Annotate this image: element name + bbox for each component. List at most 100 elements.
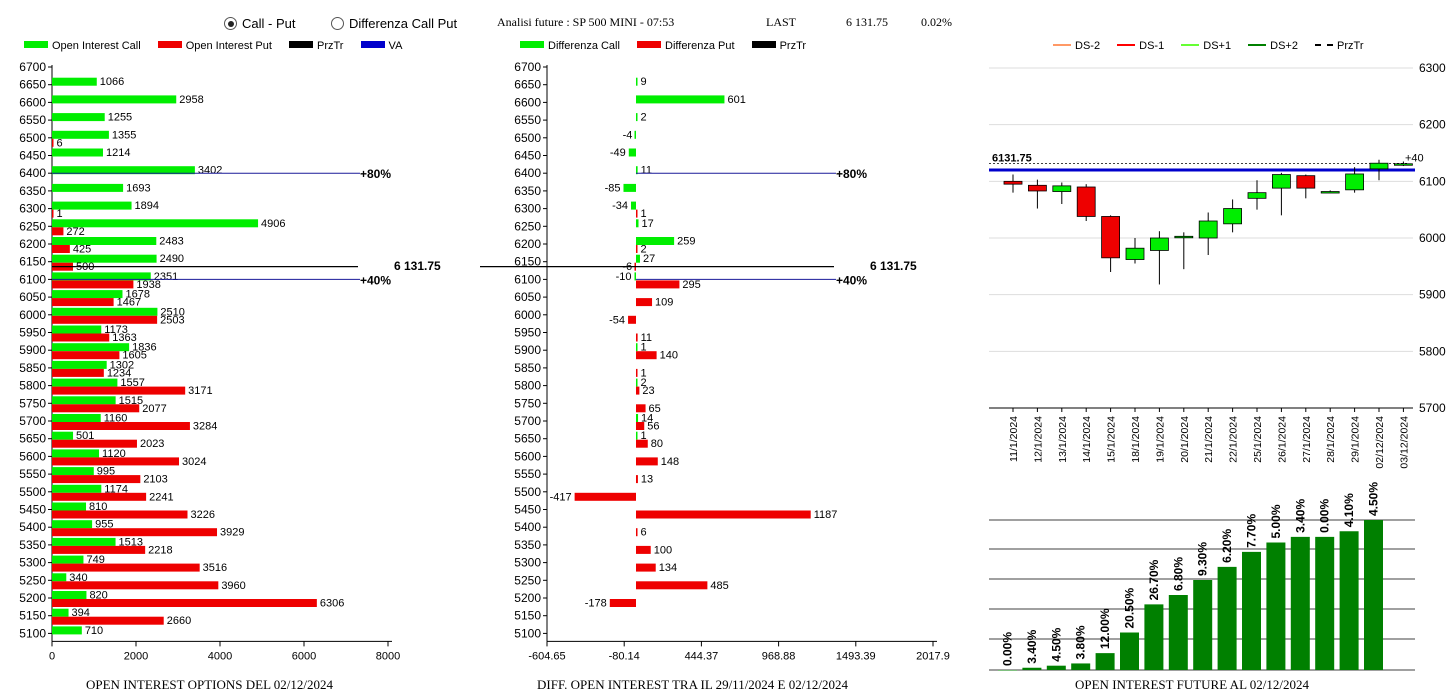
bar-value-label: 1 [57,208,63,220]
bar-value-label: 3960 [221,580,245,592]
bar-call [52,272,151,281]
bar-value-label: 1515 [119,395,143,407]
bar-value-label: 425 [73,244,91,256]
bar-call [52,77,97,86]
mid-footer: DIFF. OPEN INTEREST TRA IL 29/11/2024 E … [537,677,848,692]
bar-call [630,201,636,210]
y-tick-label: 6100 [514,272,541,286]
x-tick-label: 8000 [376,650,400,662]
bar-value-label: 710 [85,625,103,637]
bar-value-label: 485 [710,580,728,592]
y-tick-label: 5600 [514,449,541,463]
x-tick-label: 2000 [124,650,148,662]
bar-value-label: 2103 [143,474,167,486]
y-tick-label: 6300 [514,202,541,216]
bar-call [52,148,103,157]
legend-right-prztr: PrzTr [1315,40,1364,52]
bar-call [635,77,638,86]
x-tick-label: 12/1/2024 [1032,416,1044,463]
y-tick-label: 6550 [19,113,46,127]
radio-call-put[interactable]: Call - Put [224,16,295,31]
x-tick-label: 26/1/2024 [1276,416,1288,463]
bar-value-label: 11 [641,165,652,177]
bar-value-label: 1 [640,367,646,379]
bar-call [52,414,101,422]
bar-value-label: 1 [640,430,646,442]
bar-call [635,343,638,352]
y-tick-label: 5800 [514,379,541,393]
bar-value-label: 2 [640,377,646,389]
y-tick-label: 6200 [19,237,46,251]
y-tick-label: 6700 [19,60,46,74]
future-oi-bar [1120,632,1139,670]
y-tick-label: 6000 [19,308,46,322]
future-oi-label: 3.40% [1293,499,1307,533]
legend-diff-put: Differenza Put [637,40,735,52]
bar-value-label: -49 [610,147,626,159]
future-oi-bar [1290,536,1310,670]
radio-differenza[interactable]: Differenza Call Put [331,16,457,31]
candle-body [1369,162,1389,170]
bar-value-label: 100 [654,544,672,556]
bar-call [52,325,102,334]
y-tick-label: 6400 [514,166,541,180]
future-oi-bar [1071,663,1091,670]
future-oi-bar [1168,595,1188,670]
bar-call [52,555,84,564]
future-oi-bar [1095,653,1115,670]
y-tick-label: 5250 [514,573,541,587]
candle-body [1345,173,1365,191]
candle-body [1223,208,1243,225]
bar-value-label: 3024 [182,456,206,468]
y-tick-label: 6350 [514,184,541,198]
bar-call [635,219,639,228]
bar-call [635,414,639,422]
bar-put [52,475,141,484]
y-tick-label: 5750 [514,396,541,410]
bar-value-label: 140 [660,350,678,362]
future-oi-label: 4.50% [1049,627,1063,661]
y-tick-label: 6650 [514,78,541,92]
bar-put [635,545,651,554]
bar-value-label: 1678 [125,289,149,301]
future-oi-label: 4.50% [1367,482,1381,516]
bar-value-label: -54 [609,314,625,326]
bar-put [635,422,645,430]
legend-diff-call: Differenza Call [520,40,620,52]
radio-selected-icon [224,17,237,30]
last-value: 6 131.75 [846,15,888,29]
bar-call [52,449,100,458]
future-oi-bar [1266,542,1286,670]
bar-put [635,386,640,395]
bar-value-label: -178 [585,598,607,610]
bar-value-label: 2023 [140,438,164,450]
y-tick-label: 5550 [19,467,46,481]
future-oi-label: 3.40% [1025,629,1039,663]
bar-call [52,130,109,139]
bar-call [52,166,195,175]
bar-put [52,386,186,395]
bar-value-label: 2241 [149,491,173,503]
bar-put [52,298,114,307]
bar-call [635,95,725,104]
bar-value-label: 65 [649,403,661,415]
bar-value-label: 1 [640,208,646,220]
bar-put [635,404,646,413]
candle-body [1076,186,1096,217]
mid-diff-chart: 6700 6650 6600 6550 6500 6450 6400 6350 6300 6250… [480,60,950,662]
bar-put [52,333,110,342]
y-tick-label: 5150 [19,609,46,623]
bar-value-label: 2490 [160,253,184,265]
bar-value-label: 272 [66,226,84,238]
y-tick-label: 5700 [514,414,541,428]
bar-value-label: 1355 [112,129,136,141]
bar-value-label: 1513 [119,536,143,548]
va-line-label: +80% [360,167,391,181]
y-tick-label: 6700 [514,60,541,74]
y-tick-label: 5250 [19,573,46,587]
bar-value-label: 1187 [814,509,838,521]
future-oi-bar [1339,531,1359,670]
future-oi-bar [1315,536,1335,670]
left-legend: Open Interest Call Open Interest Put Prz… [24,40,416,52]
future-oi-bar [1193,580,1213,670]
